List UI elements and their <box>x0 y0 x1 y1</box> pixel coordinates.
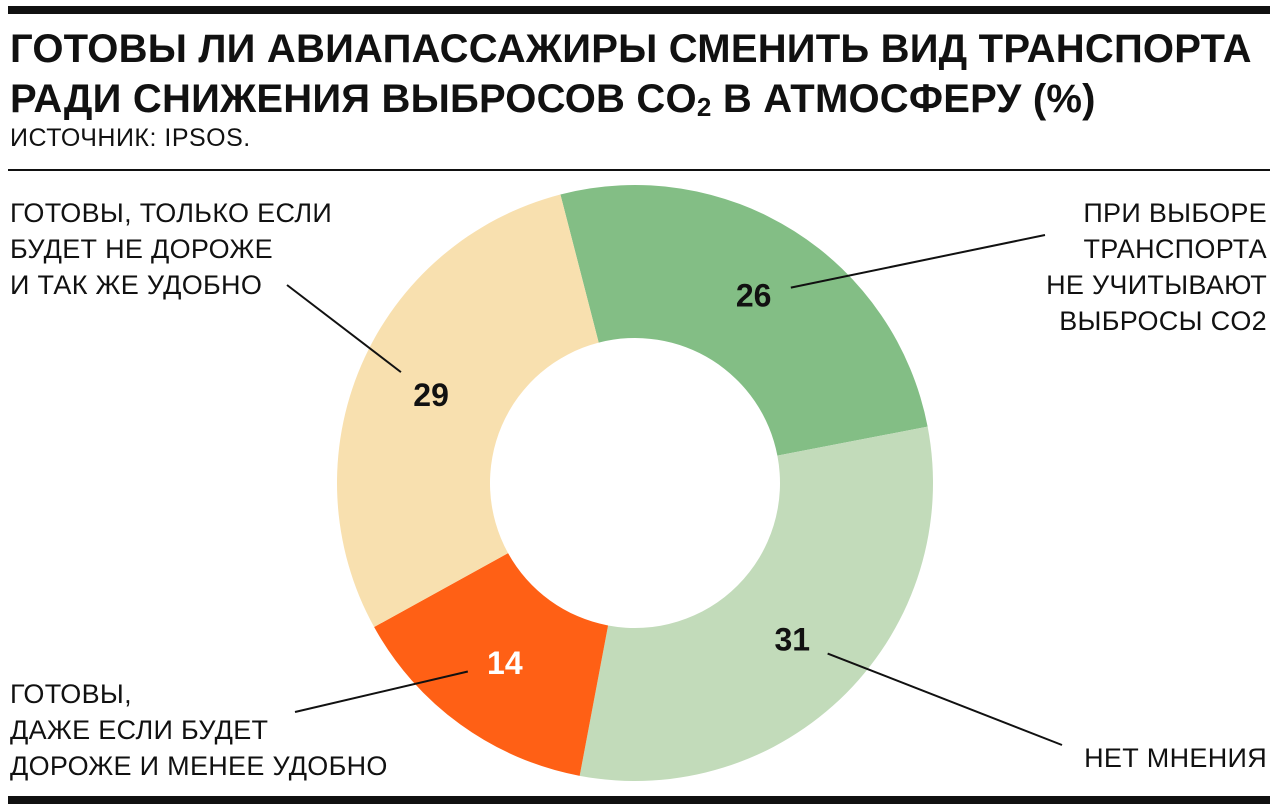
leader-line-not-consider <box>790 234 1046 289</box>
source-note: ИСТОЧНИК: IPSOS. <box>10 124 251 152</box>
donut-slices <box>337 185 933 781</box>
leader-line-no-opinion <box>827 652 1063 746</box>
leader-lines <box>286 234 1063 746</box>
bottom-rule <box>8 796 1270 804</box>
value-label-ready-only-if-same: 29 <box>413 377 449 413</box>
slice-not-consider <box>560 185 928 456</box>
title-line-2-start: РАДИ СНИЖЕНИЯ ВЫБРОСОВ CO <box>10 77 697 121</box>
title-subscript: 2 <box>696 92 712 122</box>
slice-ready-even-if-costlier <box>374 553 609 776</box>
value-label-no-opinion: 31 <box>774 622 810 658</box>
category-label-ready-only-if-same: ГОТОВЫ, ТОЛЬКО ЕСЛИ БУДЕТ НЕ ДОРОЖЕ И ТА… <box>10 198 333 300</box>
leader-line-ready-even-if-costlier <box>294 670 469 713</box>
value-labels: 26 31 14 29 <box>413 277 810 680</box>
category-label-no-opinion: НЕТ МНЕНИЯ <box>1084 743 1267 773</box>
chart-title: ГОТОВЫ ЛИ АВИАПАССАЖИРЫ СМЕНИТЬ ВИД ТРАН… <box>10 24 1270 124</box>
slice-no-opinion <box>579 426 933 781</box>
title-line-2-end: В АТМОСФЕРУ (%) <box>711 77 1096 121</box>
top-rule <box>8 6 1270 14</box>
title-line-1: ГОТОВЫ ЛИ АВИАПАССАЖИРЫ СМЕНИТЬ ВИД ТРАН… <box>10 27 1252 71</box>
category-label-ready-even-if-costlier: ГОТОВЫ, ДАЖЕ ЕСЛИ БУДЕТ ДОРОЖЕ И МЕНЕЕ У… <box>10 679 388 781</box>
slice-ready-only-if-same <box>337 194 599 628</box>
value-label-ready-even-if-costlier: 14 <box>487 645 523 681</box>
value-label-not-consider: 26 <box>736 277 772 313</box>
leader-line-ready-only-if-same <box>286 284 402 373</box>
divider-rule <box>8 169 1270 171</box>
category-label-not-consider: ПРИ ВЫБОРЕ ТРАНСПОРТА НЕ УЧИТЫВАЮТ ВЫБРО… <box>1046 198 1267 336</box>
